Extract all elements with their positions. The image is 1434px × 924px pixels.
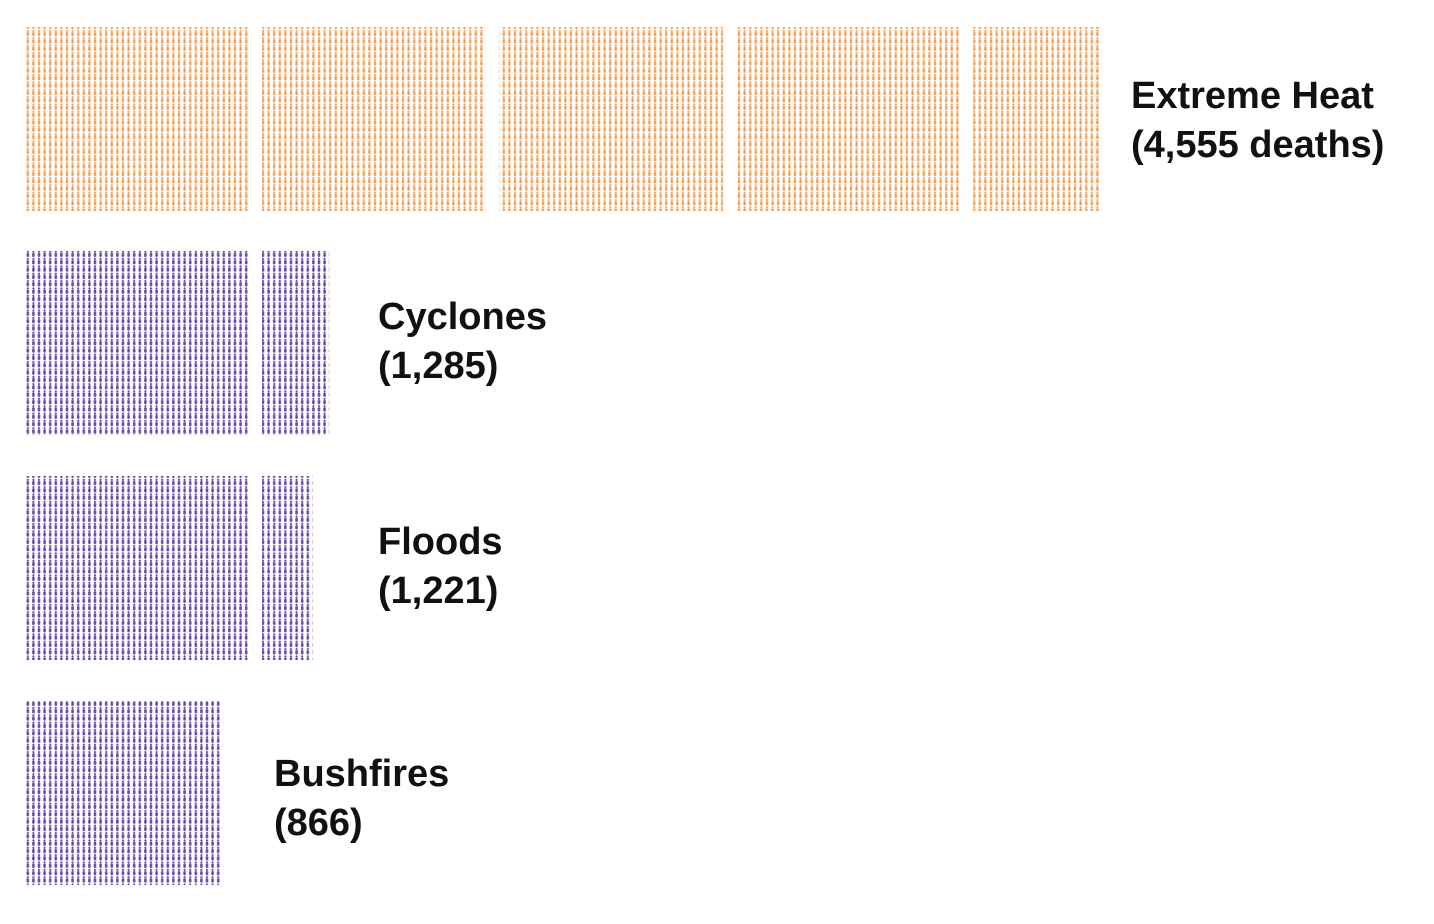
row-cyclones-blocks: [25, 251, 330, 435]
row-name-floods: Floods: [378, 521, 503, 563]
block-floods-1: [25, 476, 249, 660]
row-label-bushfires: Bushfires (866): [274, 750, 449, 848]
block-heat-4: [736, 27, 960, 211]
row-name-bushfires: Bushfires: [274, 753, 450, 795]
row-name-cyclones: Cyclones: [378, 296, 547, 338]
block-heat-3: [499, 27, 723, 211]
row-value-floods: (1,221): [378, 570, 499, 612]
block-heat-5: [973, 27, 1102, 211]
block-heat-2: [262, 27, 486, 211]
row-label-cyclones: Cyclones (1,285): [378, 293, 547, 391]
block-cyclones-1: [25, 251, 249, 435]
block-bushfires-1: [25, 701, 221, 885]
row-value-bushfires: (866): [274, 802, 363, 844]
block-cyclones-2: [262, 251, 330, 435]
row-floods-blocks: [25, 476, 313, 660]
row-name-heat: Extreme Heat: [1131, 75, 1374, 117]
row-value-cyclones: (1,285): [378, 345, 499, 387]
block-floods-2: [262, 476, 313, 660]
row-label-floods: Floods (1,221): [378, 518, 503, 616]
row-value-heat: (4,555 deaths): [1131, 124, 1385, 166]
block-heat-1: [25, 27, 249, 211]
row-heat-blocks: [25, 27, 1102, 211]
row-bushfires-blocks: [25, 701, 221, 885]
row-label-heat: Extreme Heat (4,555 deaths): [1131, 72, 1384, 170]
